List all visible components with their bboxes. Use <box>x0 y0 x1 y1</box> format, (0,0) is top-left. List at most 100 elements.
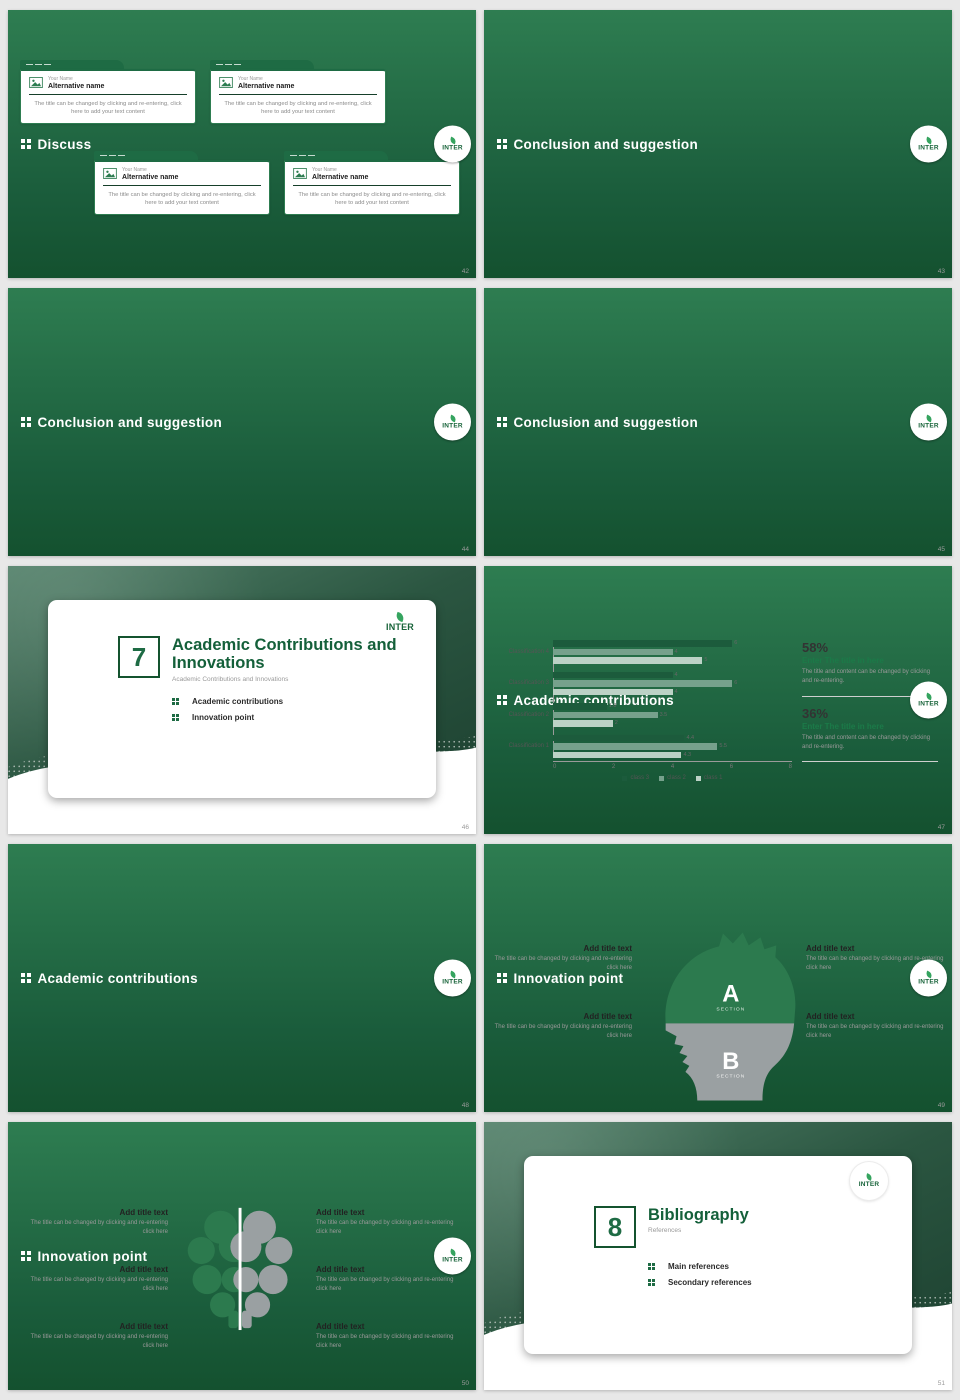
slide-header-title: Innovation point <box>513 970 624 986</box>
section-number-box: 7 <box>118 636 160 678</box>
slide-51-section-cover[interactable]: INTER 8 Bibliography References Main ref… <box>484 1122 952 1390</box>
inter-logo-badge: INTER <box>910 681 947 719</box>
folder-card[interactable]: Your Name Alternative name The title can… <box>210 60 386 125</box>
slide-header-title: Conclusion and suggestion <box>513 414 699 430</box>
bar <box>553 688 673 695</box>
slide-header-title: Innovation point <box>37 1248 148 1264</box>
logo-text: INTER <box>442 1256 463 1263</box>
axis-tick-label: 2 <box>611 764 616 770</box>
section-bullet[interactable]: Academic contributions <box>172 697 416 706</box>
brain-graphic <box>187 1207 293 1331</box>
slide-49-unique-perspective[interactable]: Innovation point INTER Unique perspectiv… <box>484 844 952 1112</box>
text-block[interactable]: Add title text The title can be changed … <box>18 1265 168 1294</box>
slide-48-methodological-aspects[interactable]: Academic contributions INTER Methodologi… <box>8 844 476 1112</box>
bar <box>553 743 718 750</box>
text-block[interactable]: Add title text The title can be changed … <box>806 944 946 973</box>
slide-45-practical-application[interactable]: Conclusion and suggestion INTER Practica… <box>484 288 952 556</box>
folder-text: The title can be changed by clicking and… <box>108 191 256 207</box>
text-block[interactable]: Add title text The title can be changed … <box>492 944 632 973</box>
block-body: The title can be changed by clicking and… <box>30 1220 168 1235</box>
inter-logo-badge: INTER <box>910 125 947 163</box>
legend-label: class 3 <box>630 775 650 781</box>
your-name-label: Your Name <box>238 76 263 82</box>
grid-dots-icon <box>497 695 507 705</box>
your-name-label: Your Name <box>48 76 73 82</box>
bar-value-label: 4.4 <box>686 734 695 741</box>
slide-44-improvement-direction[interactable]: Conclusion and suggestion INTER Improvem… <box>8 288 476 556</box>
legend-swatch <box>659 775 665 781</box>
folder-head: Your Name Alternative name <box>29 76 187 95</box>
section-bullets: Main references Secondary references <box>648 1262 892 1287</box>
leaf-icon <box>448 1248 457 1256</box>
section-a-label: SECTION <box>716 1007 745 1013</box>
folder-card[interactable]: Your Name Alternative name The title can… <box>94 151 270 216</box>
text-block[interactable]: Add title text The title can be changed … <box>18 1322 168 1351</box>
page-number: 49 <box>937 1102 945 1109</box>
slide-46-section-cover[interactable]: INTER 7 Academic Contributions and Innov… <box>8 566 476 834</box>
alt-name-label: Alternative name <box>122 173 179 181</box>
text-block[interactable]: Add title text The title can be changed … <box>806 1012 946 1041</box>
folder-card[interactable]: Your Name Alternative name The title can… <box>284 151 460 216</box>
legend-swatch <box>622 775 628 781</box>
brain-divider <box>238 1207 242 1331</box>
section-b-label: SECTION <box>716 1074 745 1080</box>
bar-value-label: 6 <box>734 640 738 647</box>
bar-category-label: Classification 3 <box>508 680 549 687</box>
text-block[interactable]: Add title text The title can be changed … <box>316 1208 466 1237</box>
slide-header-title: Academic contributions <box>37 970 198 986</box>
page-number: 42 <box>461 268 469 275</box>
section-bullet[interactable]: Main references <box>648 1262 892 1271</box>
text-block[interactable]: Add title text The title can be changed … <box>492 1012 632 1041</box>
inter-logo: INTER <box>386 611 414 632</box>
logo-text: INTER <box>918 700 939 707</box>
alt-name-label: Alternative name <box>48 82 105 90</box>
bar-category-label: Classification 1 <box>508 743 549 750</box>
grid-dots-icon <box>497 973 507 983</box>
bar-value-label: 3.5 <box>659 711 668 718</box>
slide-42-discuss[interactable]: Discuss INTER Your Name Alternative name… <box>8 10 476 278</box>
page-number: 43 <box>937 268 945 275</box>
cover-title-block: Bibliography References <box>648 1206 749 1234</box>
text-block[interactable]: Add title text The title can be changed … <box>316 1265 466 1294</box>
block-title: Add title text <box>119 1208 168 1217</box>
axis-tick-label: 6 <box>729 764 734 770</box>
grid-dots-icon <box>497 139 507 149</box>
page-number: 50 <box>461 1380 469 1387</box>
slide-header-bar: Academic contributions INTER <box>484 566 952 834</box>
bar-chart-groups: Classification 4 6 4 5 Classification 3 4 6 4 Cl… <box>496 640 792 758</box>
block-title: Add title text <box>316 1322 365 1331</box>
section-subtitle: Academic Contributions and Innovations <box>172 675 289 683</box>
inter-logo-badge: INTER <box>434 959 471 997</box>
folder-card[interactable]: Your Name Alternative name The title can… <box>20 60 196 125</box>
grid-dots-icon <box>172 713 179 721</box>
section-number-box: 8 <box>594 1206 636 1248</box>
bar-category-label: Classification 4 <box>508 648 549 655</box>
page-number: 47 <box>937 824 945 831</box>
slide-47-theoretical-side[interactable]: Academic contributions INTER Theoretical… <box>484 566 952 834</box>
bar-chart-axis: 0 2 4 6 8 <box>553 761 792 770</box>
slide-header-title: Discuss <box>37 136 92 152</box>
grid-dots-icon <box>21 417 31 427</box>
block-title: Add title text <box>806 1012 855 1021</box>
section-bullet[interactable]: Secondary references <box>648 1278 892 1287</box>
slide-43-conclusion-summary[interactable]: Conclusion and suggestion INTER Conclusi… <box>484 10 952 278</box>
cover-card: INTER 7 Academic Contributions and Innov… <box>48 600 436 798</box>
image-icon <box>219 77 233 89</box>
bar <box>553 671 673 678</box>
bar <box>553 703 607 710</box>
text-block[interactable]: Add title text The title can be changed … <box>18 1208 168 1237</box>
text-block[interactable]: Add title text The title can be changed … <box>316 1322 466 1351</box>
folder-body: Your Name Alternative name The title can… <box>210 69 386 125</box>
block-body: The title can be changed by clicking and… <box>494 1024 632 1039</box>
bar <box>553 680 733 687</box>
bullet-label: Innovation point <box>192 712 255 722</box>
block-title: Add title text <box>316 1265 365 1274</box>
block-body: The title can be changed by clicking and… <box>30 1334 168 1349</box>
slide-50-novel-method[interactable]: Innovation point INTER Novel method Add … <box>8 1122 476 1390</box>
section-bullet[interactable]: Innovation point <box>172 713 416 722</box>
bar-value-label: 1.8 <box>608 703 617 710</box>
page-number: 45 <box>937 546 945 553</box>
leaf-icon <box>924 692 933 700</box>
inter-logo-badge: INTER <box>434 125 471 163</box>
